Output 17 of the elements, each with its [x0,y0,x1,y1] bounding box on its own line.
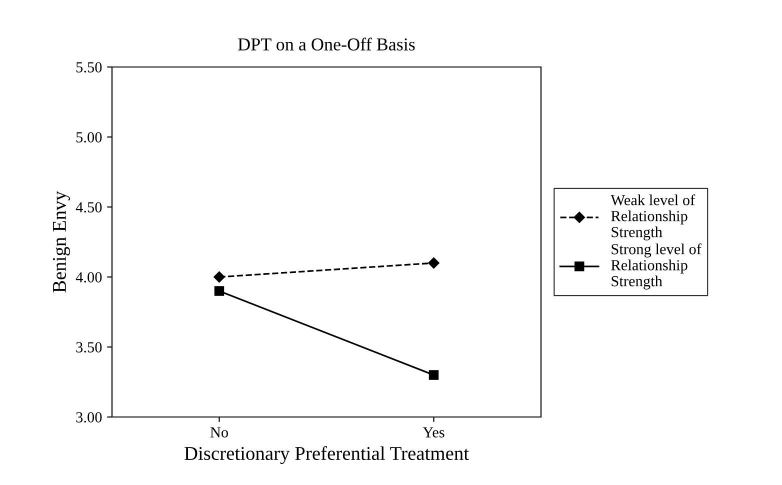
x-tick-label: No [210,427,228,438]
y-tick-label: 5.00 [76,132,102,143]
y-tick-label: 3.00 [76,412,102,423]
point [214,271,225,283]
y-tick-label: 3.50 [76,342,102,353]
y-tick-label: 4.50 [76,202,102,213]
x-axis-title: Discretionary Preferential Treatment [184,446,469,464]
point [428,370,439,380]
y-axis-title: Benign Envy [52,191,70,292]
chart-title: DPT on a One-Off Basis [238,38,415,51]
point [428,257,440,269]
y-tick-label: 5.50 [76,62,102,73]
legend-label: Weak level of Relationship Strength [610,194,696,240]
legend-label: Strong level of Relationship Strength [611,243,702,290]
x-tick-label: Yes [422,427,444,438]
y-tick-label: 4.00 [76,272,102,283]
point [214,286,224,296]
